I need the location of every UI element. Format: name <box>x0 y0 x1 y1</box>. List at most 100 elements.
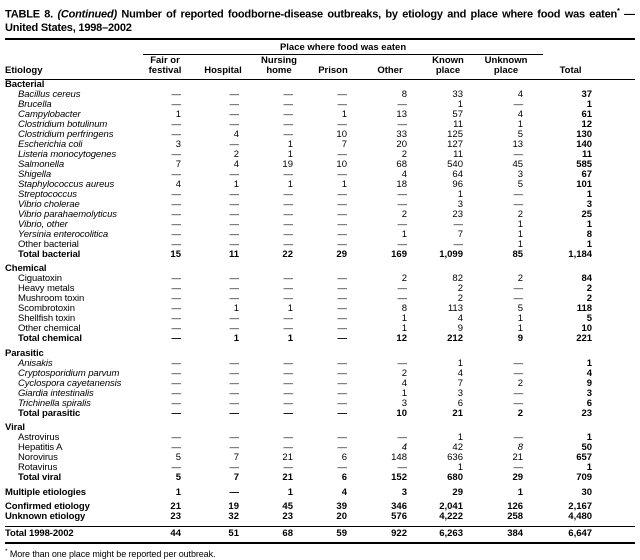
value-cell: — <box>453 239 464 250</box>
value-cell: — <box>283 378 294 389</box>
etiology-cell: Trichinella spiralis <box>18 398 91 409</box>
etiology-cell: Mushroom toxin <box>18 294 85 305</box>
value-cell: 6 <box>341 473 347 484</box>
value-cell: 3 <box>175 139 181 150</box>
value-cell: 45 <box>282 502 293 513</box>
value-cell <box>201 423 259 433</box>
etiology-cell: Shigella <box>18 169 52 180</box>
table-row: Cryptosporidium parvum — — — — 2 4 — 4 <box>5 369 635 379</box>
value-cell: 2 <box>401 209 407 220</box>
value-cell: — <box>397 284 408 295</box>
etiology-cell: Shellfish toxin <box>18 314 76 325</box>
value-cell: 6,647 <box>543 526 613 545</box>
value-cell: 2 <box>457 284 463 295</box>
table-row: Ciguatoxin — — — — 2 82 2 84 <box>5 274 635 284</box>
value-cell: — <box>171 398 182 409</box>
value-cell: 1 <box>517 229 524 240</box>
value-cell: 636 <box>447 453 463 464</box>
value-cell: 3 <box>586 388 593 399</box>
etiology-cell: Scombrotoxin <box>18 304 75 315</box>
value-cell: — <box>453 219 464 230</box>
value-cell: 1 <box>586 463 593 474</box>
title-continued: (Continued) <box>57 8 117 21</box>
value-cell: — <box>337 408 348 419</box>
table-row: Astrovirus — — — — — 1 — 1 <box>5 433 635 443</box>
row-spacer-cell <box>612 304 635 314</box>
value-cell: — <box>283 408 294 419</box>
value-cell: — <box>171 304 182 315</box>
section-header-cell: Chemical <box>5 264 47 275</box>
value-cell: — <box>397 199 408 210</box>
spanner-spacer-total <box>543 42 612 55</box>
value-cell: 85 <box>512 249 524 260</box>
row-spacer-cell <box>612 526 636 545</box>
value-cell: — <box>171 284 182 295</box>
value-cell: 1 <box>517 324 524 335</box>
row-spacer-cell <box>612 90 635 100</box>
value-cell <box>483 423 543 433</box>
value-cell: — <box>229 189 240 200</box>
value-cell: 7 <box>233 473 239 484</box>
value-cell: 37 <box>581 89 593 100</box>
value-cell: — <box>337 388 348 399</box>
value-cell <box>313 423 367 433</box>
value-cell: — <box>513 284 524 295</box>
table-row: Shellfish toxin — — — — 1 4 1 5 <box>5 314 635 324</box>
value-cell: 23 <box>282 512 293 523</box>
value-cell: 1 <box>287 179 293 190</box>
row-spacer-cell <box>612 359 635 369</box>
value-cell: 5 <box>175 473 181 484</box>
value-cell: 7 <box>175 159 181 170</box>
row-spacer-cell <box>612 389 635 399</box>
value-cell: 5 <box>175 453 181 464</box>
etiology-cell: Brucella <box>18 99 52 110</box>
value-cell: — <box>171 229 182 240</box>
value-cell: 11 <box>453 119 463 130</box>
value-cell <box>313 79 367 90</box>
value-cell: — <box>283 274 294 285</box>
value-cell: 4 <box>517 109 524 120</box>
value-cell: — <box>171 378 182 389</box>
value-cell: 57 <box>452 109 463 120</box>
value-cell: — <box>229 109 240 120</box>
value-cell: — <box>283 284 294 295</box>
value-cell: 39 <box>336 502 347 513</box>
value-cell: — <box>229 169 240 180</box>
value-cell: 1 <box>586 219 593 230</box>
row-spacer-cell <box>612 512 635 522</box>
etiology-cell: Cyclospora cayetanensis <box>18 378 122 389</box>
value-cell: — <box>283 388 294 399</box>
value-cell: — <box>229 463 240 474</box>
value-cell: 258 <box>507 512 524 523</box>
value-cell <box>201 79 259 90</box>
value-cell: 8 <box>586 229 593 240</box>
etiology-cell: Total chemical <box>18 334 82 345</box>
value-cell: 2 <box>517 209 524 220</box>
value-cell: — <box>337 294 348 305</box>
value-cell: — <box>283 314 294 325</box>
value-cell: — <box>229 199 240 210</box>
section-header-cell: Viral <box>5 423 25 434</box>
etiology-cell: Listeria monocytogenes <box>18 149 117 160</box>
spanner-row: Place where food was eaten <box>5 41 635 55</box>
etiology-cell: Giardia intestinalis <box>18 388 94 399</box>
etiology-cell: Ciguatoxin <box>18 274 62 285</box>
table-body: Bacterial Bacillus cereus — — — —8 33 4 37 Brucel… <box>5 79 636 545</box>
table-row: Scombrotoxin — 1 1 — 8 113 5 118 <box>5 304 635 314</box>
value-cell: 1 <box>517 239 524 250</box>
value-cell: 12 <box>396 334 407 345</box>
value-cell: 140 <box>576 139 593 150</box>
table-number: TABLE 8. <box>5 8 54 21</box>
value-cell: 29 <box>452 487 463 498</box>
row-spacer-cell <box>612 502 635 512</box>
value-cell: 3 <box>401 398 407 409</box>
value-cell: 1 <box>401 324 407 335</box>
value-cell: — <box>513 358 524 369</box>
etiology-cell: Other chemical <box>18 324 81 335</box>
value-cell <box>143 349 201 359</box>
value-cell <box>259 264 313 274</box>
table-row: Campylobacter 1 — — 1 13 57 4 61 <box>5 110 635 120</box>
value-cell: — <box>229 324 240 335</box>
value-cell: 1 <box>517 219 524 230</box>
value-cell: 5 <box>586 314 593 325</box>
